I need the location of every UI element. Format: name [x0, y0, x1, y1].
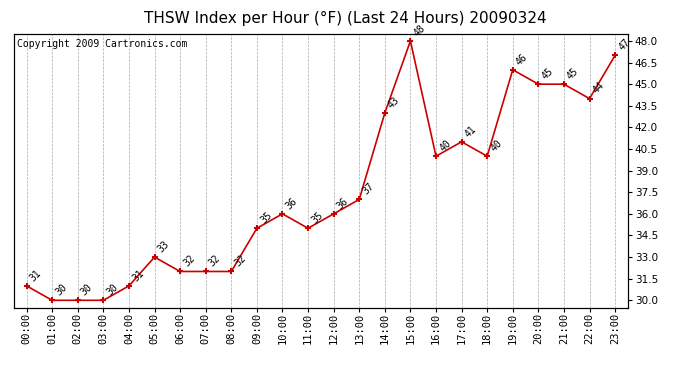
Text: 36: 36 — [284, 196, 299, 211]
Text: 30: 30 — [79, 282, 95, 297]
Text: 30: 30 — [54, 282, 69, 297]
Text: 36: 36 — [335, 196, 351, 211]
Text: 41: 41 — [463, 124, 478, 139]
Text: 45: 45 — [540, 66, 555, 81]
Text: 43: 43 — [386, 95, 402, 110]
Text: 31: 31 — [130, 268, 146, 283]
Text: 47: 47 — [616, 37, 632, 52]
Text: 31: 31 — [28, 268, 43, 283]
Text: 48: 48 — [412, 23, 427, 38]
Text: 32: 32 — [181, 254, 197, 269]
Text: 35: 35 — [309, 210, 325, 225]
Text: Copyright 2009 Cartronics.com: Copyright 2009 Cartronics.com — [17, 39, 187, 49]
Text: 37: 37 — [361, 181, 376, 196]
Text: 32: 32 — [233, 254, 248, 269]
Text: 35: 35 — [258, 210, 274, 225]
Text: 45: 45 — [565, 66, 581, 81]
Text: 33: 33 — [156, 239, 171, 254]
Text: THSW Index per Hour (°F) (Last 24 Hours) 20090324: THSW Index per Hour (°F) (Last 24 Hours)… — [144, 11, 546, 26]
Text: 44: 44 — [591, 80, 607, 96]
Text: 40: 40 — [437, 138, 453, 153]
Text: 32: 32 — [207, 254, 222, 269]
Text: 40: 40 — [489, 138, 504, 153]
Text: 30: 30 — [105, 282, 120, 297]
Text: 46: 46 — [514, 52, 529, 67]
